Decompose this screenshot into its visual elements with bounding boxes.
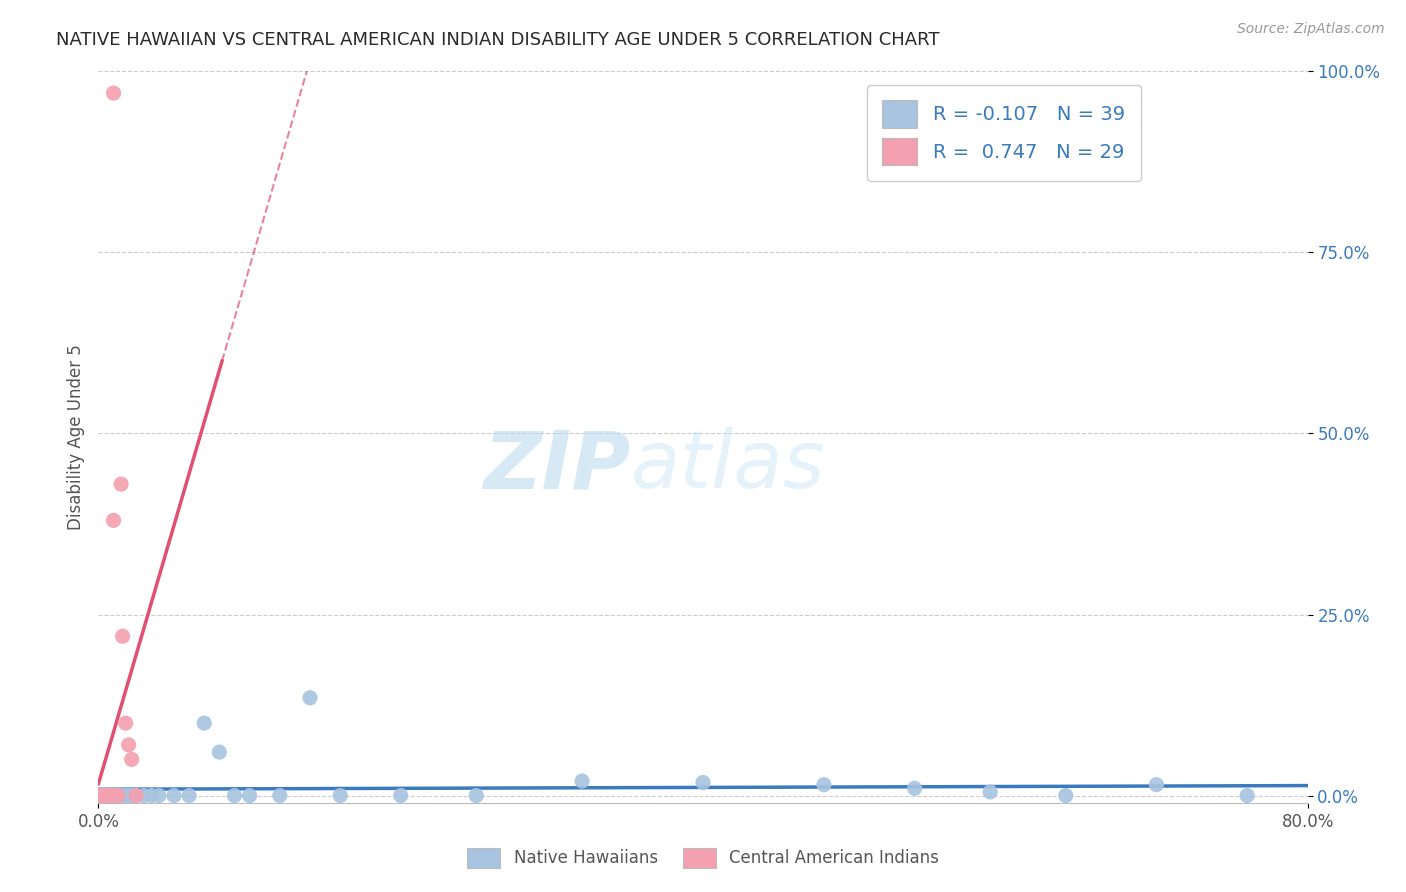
- Point: [692, 775, 714, 789]
- Point: [904, 781, 927, 796]
- Point: [125, 789, 148, 803]
- Point: [100, 789, 122, 803]
- Point: [98, 789, 121, 803]
- Point: [90, 789, 112, 803]
- Point: [89, 789, 111, 803]
- Point: [100, 789, 122, 803]
- Point: [104, 789, 127, 803]
- Point: [114, 716, 136, 731]
- Point: [91, 789, 114, 803]
- Point: [224, 789, 246, 803]
- Point: [98, 789, 121, 803]
- Point: [110, 477, 132, 491]
- Point: [239, 789, 262, 803]
- Text: ZIP: ZIP: [484, 427, 630, 506]
- Legend: Native Hawaiians, Central American Indians: Native Hawaiians, Central American India…: [460, 841, 946, 875]
- Point: [103, 789, 125, 803]
- Point: [90, 789, 112, 803]
- Legend: R = -0.107   N = 39, R =  0.747   N = 29: R = -0.107 N = 39, R = 0.747 N = 29: [868, 85, 1140, 180]
- Point: [94, 789, 117, 803]
- Point: [208, 745, 231, 759]
- Point: [94, 789, 117, 803]
- Point: [94, 789, 117, 803]
- Point: [389, 789, 412, 803]
- Point: [96, 789, 118, 803]
- Point: [1144, 778, 1167, 792]
- Point: [125, 789, 148, 803]
- Point: [101, 789, 124, 803]
- Point: [148, 789, 170, 803]
- Text: Source: ZipAtlas.com: Source: ZipAtlas.com: [1237, 22, 1385, 37]
- Point: [96, 789, 118, 803]
- Point: [121, 789, 143, 803]
- Point: [329, 789, 352, 803]
- Point: [179, 789, 201, 803]
- Point: [103, 789, 125, 803]
- Point: [813, 778, 835, 792]
- Point: [299, 690, 322, 705]
- Point: [132, 789, 155, 803]
- Point: [111, 629, 134, 643]
- Point: [110, 789, 132, 803]
- Text: atlas: atlas: [630, 427, 825, 506]
- Point: [121, 752, 143, 766]
- Point: [93, 789, 115, 803]
- Point: [90, 789, 112, 803]
- Point: [163, 789, 186, 803]
- Point: [91, 789, 114, 803]
- Point: [1236, 789, 1258, 803]
- Point: [91, 789, 114, 803]
- Point: [118, 789, 141, 803]
- Point: [89, 789, 111, 803]
- Point: [94, 789, 117, 803]
- Point: [89, 789, 111, 803]
- Y-axis label: Disability Age Under 5: Disability Age Under 5: [66, 344, 84, 530]
- Point: [101, 789, 124, 803]
- Point: [465, 789, 488, 803]
- Point: [96, 789, 118, 803]
- Point: [193, 716, 215, 731]
- Point: [269, 789, 291, 803]
- Point: [1054, 789, 1077, 803]
- Text: NATIVE HAWAIIAN VS CENTRAL AMERICAN INDIAN DISABILITY AGE UNDER 5 CORRELATION CH: NATIVE HAWAIIAN VS CENTRAL AMERICAN INDI…: [56, 31, 939, 49]
- Point: [93, 789, 115, 803]
- Point: [90, 789, 112, 803]
- Point: [105, 789, 128, 803]
- Point: [114, 789, 136, 803]
- Point: [89, 789, 111, 803]
- Point: [979, 785, 1001, 799]
- Point: [107, 789, 129, 803]
- Point: [571, 774, 593, 789]
- Point: [141, 789, 163, 803]
- Point: [105, 789, 128, 803]
- Point: [118, 738, 141, 752]
- Point: [103, 86, 125, 100]
- Point: [93, 789, 115, 803]
- Point: [103, 513, 125, 527]
